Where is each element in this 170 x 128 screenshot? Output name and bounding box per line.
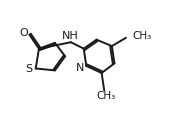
Text: CH₃: CH₃ — [97, 91, 116, 101]
Text: O: O — [20, 28, 29, 38]
Text: S: S — [25, 64, 32, 74]
Text: NH: NH — [62, 31, 79, 41]
Text: CH₃: CH₃ — [132, 31, 152, 41]
Text: N: N — [76, 63, 84, 73]
